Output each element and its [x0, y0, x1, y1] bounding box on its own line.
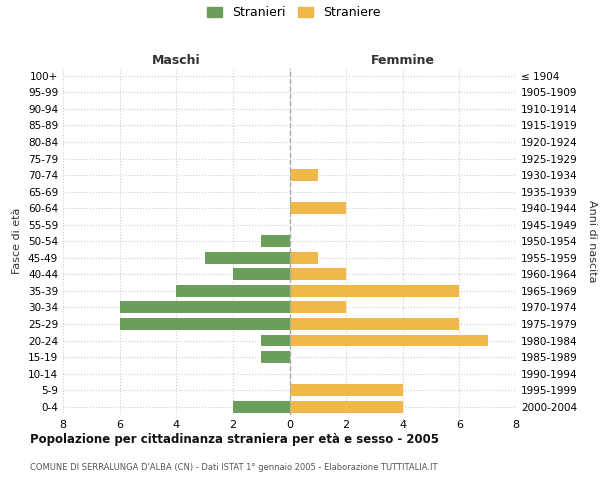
- Text: Popolazione per cittadinanza straniera per età e sesso - 2005: Popolazione per cittadinanza straniera p…: [30, 432, 439, 446]
- Text: Femmine: Femmine: [371, 54, 435, 68]
- Bar: [290, 202, 346, 214]
- Bar: [205, 252, 290, 264]
- Y-axis label: Fasce di età: Fasce di età: [13, 208, 22, 274]
- Bar: [290, 384, 403, 396]
- Bar: [290, 252, 318, 264]
- Bar: [261, 334, 290, 346]
- Bar: [261, 236, 290, 247]
- Y-axis label: Anni di nascita: Anni di nascita: [587, 200, 597, 282]
- Bar: [290, 318, 460, 330]
- Bar: [233, 401, 290, 412]
- Bar: [261, 351, 290, 363]
- Bar: [119, 302, 290, 314]
- Bar: [290, 401, 403, 412]
- Bar: [290, 334, 488, 346]
- Bar: [290, 302, 346, 314]
- Bar: [290, 268, 346, 280]
- Bar: [290, 169, 318, 181]
- Bar: [233, 268, 290, 280]
- Bar: [119, 318, 290, 330]
- Text: COMUNE DI SERRALUNGA D'ALBA (CN) - Dati ISTAT 1° gennaio 2005 - Elaborazione TUT: COMUNE DI SERRALUNGA D'ALBA (CN) - Dati …: [30, 462, 437, 471]
- Bar: [290, 285, 460, 297]
- Text: Maschi: Maschi: [152, 54, 200, 68]
- Bar: [176, 285, 290, 297]
- Legend: Stranieri, Straniere: Stranieri, Straniere: [207, 6, 381, 19]
